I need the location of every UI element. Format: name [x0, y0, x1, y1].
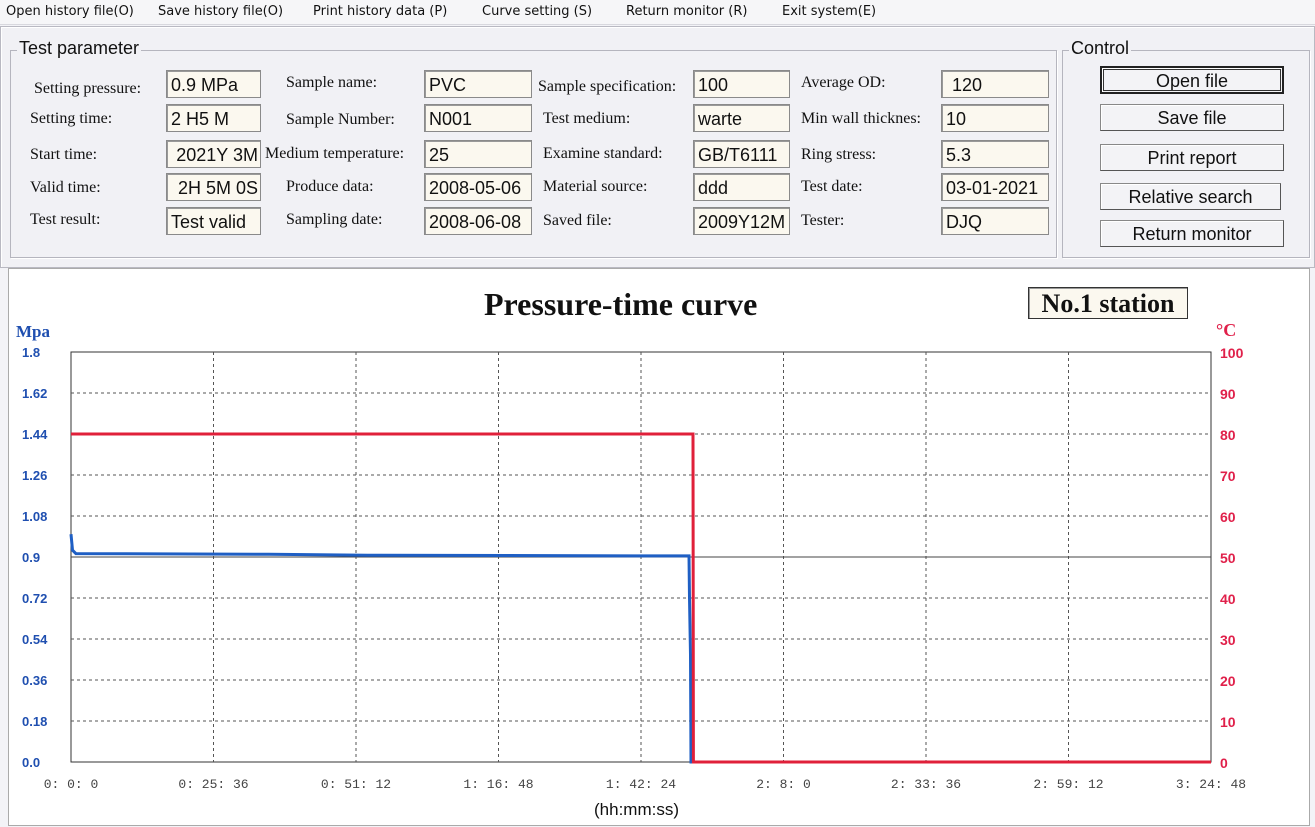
label-examine-standard: Examine standard:	[543, 145, 663, 162]
x-tick-label: 0: 0: 0	[44, 777, 99, 792]
label-medium-temperature: Medium temperature:	[265, 145, 405, 162]
y-axis-right-label: °C	[1216, 320, 1237, 340]
field-material-source[interactable]: ddd	[693, 173, 790, 201]
y-left-tick-label: 0.54	[22, 632, 48, 647]
label-material-source: Material source:	[543, 178, 648, 195]
y-axis-left-label: Mpa	[16, 322, 50, 341]
x-tick-label: 2: 33: 36	[891, 777, 961, 792]
menu-curve-setting[interactable]: Curve setting (S)	[482, 4, 593, 19]
field-test-result[interactable]: Test valid	[166, 207, 261, 235]
y-left-tick-label: 1.8	[22, 345, 40, 360]
field-test-medium[interactable]: warte	[693, 104, 790, 132]
field-saved-file[interactable]: 2009Y12M	[693, 207, 790, 235]
y-right-tick-label: 100	[1220, 345, 1244, 361]
field-setting-pressure[interactable]: 0.9 MPa	[166, 70, 261, 98]
save-file-button[interactable]: Save file	[1100, 104, 1284, 131]
y-right-tick-label: 10	[1220, 714, 1236, 730]
y-left-tick-label: 0.0	[22, 755, 40, 770]
label-test-medium: Test medium:	[543, 110, 631, 127]
field-sampling-date[interactable]: 2008-06-08	[424, 207, 532, 235]
y-left-tick-label: 1.26	[22, 468, 47, 483]
label-sample-name: Sample name:	[286, 74, 378, 91]
chart-title: Pressure-time curve	[484, 286, 758, 322]
label-tester: Tester:	[801, 212, 845, 229]
relative-search-button[interactable]: Relative search	[1100, 183, 1281, 210]
test-parameter-title: Test parameter	[17, 38, 142, 59]
label-min-wall-thickness: Min wall thicknes:	[801, 110, 921, 127]
x-tick-label: 3: 24: 48	[1176, 777, 1246, 792]
test-parameter-group: Test parameter	[10, 38, 1057, 258]
x-tick-label: 2: 8: 0	[756, 777, 811, 792]
field-average-od[interactable]: 120	[941, 70, 1049, 98]
y-left-tick-label: 1.62	[22, 386, 47, 401]
station-label: No.1 station	[1028, 287, 1188, 319]
label-test-date: Test date:	[801, 178, 863, 195]
x-tick-label: 1: 16: 48	[463, 777, 533, 792]
label-sampling-date: Sampling date:	[286, 211, 383, 228]
open-file-button[interactable]: Open file	[1100, 66, 1284, 94]
label-setting-pressure: Setting pressure:	[34, 80, 142, 97]
label-sample-specification: Sample specification:	[538, 78, 677, 95]
menu-bar: Open history file(O) Save history file(O…	[0, 0, 1315, 25]
field-sample-name[interactable]: PVC	[424, 70, 532, 98]
x-axis-label: (hh:mm:ss)	[594, 800, 679, 819]
y-right-tick-label: 70	[1220, 468, 1236, 484]
label-sample-number: Sample Number:	[286, 111, 395, 128]
field-ring-stress[interactable]: 5.3	[941, 140, 1049, 168]
y-left-tick-label: 1.08	[22, 509, 47, 524]
x-tick-label: 0: 51: 12	[321, 777, 391, 792]
y-right-tick-label: 90	[1220, 386, 1236, 402]
field-sample-number[interactable]: N001	[424, 104, 532, 132]
y-right-tick-label: 20	[1220, 673, 1236, 689]
y-left-tick-label: 0.18	[22, 714, 47, 729]
y-left-tick-label: 1.44	[22, 427, 48, 442]
label-saved-file: Saved file:	[543, 212, 612, 229]
field-produce-data[interactable]: 2008-05-06	[424, 173, 532, 201]
field-valid-time[interactable]: 2H 5M 0S	[166, 173, 261, 201]
field-medium-temperature[interactable]: 25	[424, 140, 532, 168]
pressure-series-line	[69, 534, 1211, 764]
y-right-tick-label: 60	[1220, 509, 1236, 525]
field-test-date[interactable]: 03-01-2021	[941, 173, 1049, 201]
y-left-tick-label: 0.36	[22, 673, 47, 688]
y-right-tick-label: 50	[1220, 550, 1236, 566]
field-start-time[interactable]: 2021Y 3M	[166, 140, 261, 168]
menu-save-history[interactable]: Save history file(O)	[158, 4, 284, 19]
x-tick-label: 1: 42: 24	[606, 777, 676, 792]
y-right-tick-label: 80	[1220, 427, 1236, 443]
y-right-tick-label: 30	[1220, 632, 1236, 648]
label-test-result: Test result:	[30, 211, 101, 228]
menu-print-history[interactable]: Print history data (P)	[313, 4, 448, 19]
menu-exit-system[interactable]: Exit system(E)	[782, 4, 877, 19]
field-tester[interactable]: DJQ	[941, 207, 1049, 235]
menu-open-history[interactable]: Open history file(O)	[6, 4, 134, 19]
temperature-series-line	[71, 432, 1211, 764]
label-ring-stress: Ring stress:	[801, 146, 877, 163]
y-right-tick-label: 40	[1220, 591, 1236, 607]
field-min-wall-thickness[interactable]: 10	[941, 104, 1049, 132]
return-monitor-button[interactable]: Return monitor	[1100, 220, 1284, 247]
label-produce-data: Produce data:	[286, 178, 374, 195]
label-setting-time: Setting time:	[30, 110, 113, 127]
control-group: Control	[1062, 38, 1310, 258]
field-examine-standard[interactable]: GB/T6111	[693, 140, 790, 168]
y-left-tick-label: 0.9	[22, 550, 40, 565]
label-average-od: Average OD:	[801, 74, 886, 91]
field-sample-specification[interactable]: 100	[693, 70, 790, 98]
control-title: Control	[1069, 38, 1132, 59]
menu-return-monitor[interactable]: Return monitor (R)	[626, 4, 748, 19]
print-report-button[interactable]: Print report	[1100, 144, 1284, 171]
field-setting-time[interactable]: 2 H5 M	[166, 104, 261, 132]
x-tick-label: 0: 25: 36	[178, 777, 248, 792]
label-start-time: Start time:	[30, 146, 98, 163]
label-valid-time: Valid time:	[30, 179, 101, 196]
y-left-tick-label: 0.72	[22, 591, 47, 606]
y-right-tick-label: 0	[1220, 755, 1228, 771]
x-tick-label: 2: 59: 12	[1033, 777, 1103, 792]
